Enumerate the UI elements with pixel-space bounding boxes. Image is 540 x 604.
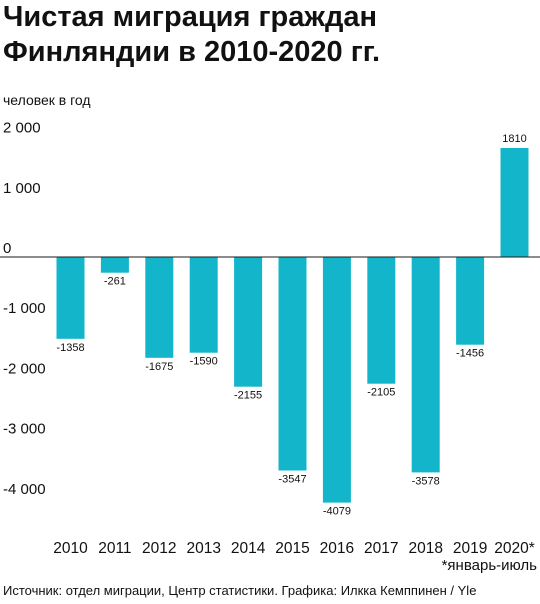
bar-2016 — [322, 257, 351, 503]
bar-2017 — [367, 257, 396, 384]
x-tick-label-2020: 2020* — [494, 540, 535, 557]
bar-2013 — [189, 257, 218, 353]
data-label-2013: -1590 — [190, 356, 218, 368]
data-label-2010: -1358 — [56, 342, 84, 354]
data-label-2012: -1675 — [145, 361, 173, 373]
data-label-2016: -4079 — [323, 506, 351, 518]
x-tick-label-2016: 2016 — [320, 540, 354, 557]
x-tick-label-2017: 2017 — [364, 540, 398, 557]
footnote: *январь-июль — [442, 557, 538, 574]
bar-2019 — [456, 257, 485, 345]
x-axis-tick-labels: 2010 2011 2012 2013 2014 2015 2016 2017 2018 2019… — [53, 540, 535, 557]
bar-2018 — [411, 257, 440, 473]
x-tick-label-2012: 2012 — [142, 540, 176, 557]
data-labels: -1358 -261 -1675 -1590 -2155 -3547 -4079 -2105 -… — [56, 133, 526, 518]
data-label-2019: -1456 — [456, 348, 484, 360]
y-tick-label-0: 0 — [3, 240, 11, 257]
data-label-2011: -261 — [104, 276, 126, 288]
x-tick-label-2010: 2010 — [53, 540, 88, 557]
y-tick-label-minus-3000: -3 000 — [3, 421, 46, 438]
y-tick-label-minus-2000: -2 000 — [3, 360, 46, 377]
data-label-2020: 1810 — [502, 133, 526, 145]
source-credit: Источник: отдел миграции, Центр статисти… — [3, 583, 476, 598]
bar-2020 — [500, 148, 529, 257]
bar-2010 — [56, 257, 85, 339]
y-tick-label-minus-4000: -4 000 — [3, 481, 46, 498]
data-label-2018: -3578 — [412, 475, 440, 487]
x-tick-label-2011: 2011 — [98, 540, 131, 557]
y-tick-label-2000: 2 000 — [3, 120, 41, 137]
y-axis-label: человек в год — [3, 92, 91, 108]
bar-2014 — [234, 257, 263, 387]
data-label-2017: -2105 — [367, 387, 395, 399]
x-tick-label-2018: 2018 — [408, 540, 442, 557]
x-tick-label-2014: 2014 — [231, 540, 266, 557]
data-label-2015: -3547 — [278, 474, 306, 486]
x-tick-label-2013: 2013 — [186, 540, 220, 557]
y-tick-label-1000: 1 000 — [3, 180, 41, 197]
x-tick-label-2015: 2015 — [275, 540, 309, 557]
bar-series — [56, 148, 529, 503]
bar-2011 — [100, 257, 129, 273]
bar-2012 — [145, 257, 174, 358]
chart-title: Чистая миграция граждан Финляндии в 2010… — [3, 1, 381, 68]
bar-2015 — [278, 257, 307, 471]
y-axis-tick-labels: 2 000 1 000 0 -1 000 -2 000 -3 000 -4 000 — [3, 120, 46, 498]
data-label-2014: -2155 — [234, 390, 262, 402]
x-tick-label-2019: 2019 — [453, 540, 487, 557]
y-tick-label-minus-1000: -1 000 — [3, 300, 46, 317]
